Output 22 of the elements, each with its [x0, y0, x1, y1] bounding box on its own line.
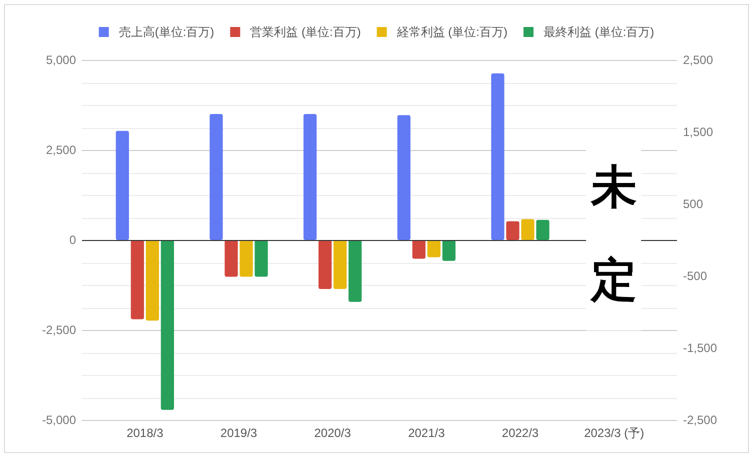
x-tick-label: 2022/3 [502, 426, 539, 440]
x-tick-label: 2020/3 [314, 426, 351, 440]
y-tick-label: 2,500 [46, 143, 76, 157]
legend-label: 最終利益 (単位:百万) [544, 25, 654, 39]
y2-tick-label: -1,500 [683, 341, 718, 355]
x-tick-label: 2018/3 [126, 426, 164, 440]
x-tick-label: 2023/3 (予) [584, 426, 644, 440]
legend-label: 経常利益 (単位:百万) [396, 25, 508, 39]
x-tick-label: 2021/3 [408, 426, 445, 440]
y-tick-label: 0 [69, 233, 76, 247]
y2-tick-label: -500 [683, 269, 708, 283]
y-tick-label: -5,000 [42, 413, 76, 427]
y-tick-label: 5,000 [46, 53, 76, 67]
y2-tick-label: 2,500 [683, 53, 714, 67]
x-tick-label: 2019/3 [220, 426, 258, 440]
y2-tick-label: 500 [683, 197, 704, 211]
legend-label: 営業利益 (単位:百万) [250, 25, 361, 39]
annotation: 未定 [591, 160, 638, 306]
y-tick-label: -2,500 [42, 323, 76, 337]
y2-tick-label: 1,500 [683, 125, 714, 139]
y2-tick-label: -2,500 [683, 413, 718, 427]
legend-label: 売上高(単位:百万) [118, 25, 214, 39]
